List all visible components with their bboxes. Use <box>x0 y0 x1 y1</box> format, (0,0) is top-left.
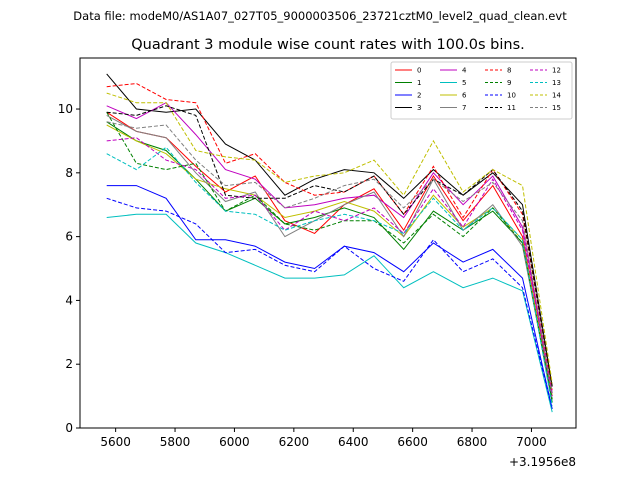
y-axis: 0 2 4 6 8 10 <box>58 102 80 435</box>
x-tick-label: 6400 <box>338 435 369 449</box>
series-line-12 <box>106 137 553 397</box>
x-axis: 5600 5800 6000 6200 6400 6600 6800 7000 <box>100 428 547 449</box>
legend-label-1: 1 <box>417 79 421 87</box>
legend-label-5: 5 <box>462 79 466 87</box>
series-line-6 <box>106 124 553 397</box>
legend-label-2: 2 <box>417 92 421 100</box>
legend-label-11: 11 <box>507 104 516 112</box>
legend-label-15: 15 <box>552 104 561 112</box>
legend-box <box>390 61 573 120</box>
plot-frame <box>79 57 577 429</box>
figure-title: Data file: modeM0/AS1A07_027T05_90000035… <box>73 9 567 23</box>
legend-label-12: 12 <box>552 67 561 75</box>
legend-label-9: 9 <box>507 79 511 87</box>
series-line-9 <box>106 111 553 400</box>
y-tick-label: 4 <box>65 293 73 307</box>
x-tick-label: 6800 <box>457 435 488 449</box>
legend-label-0: 0 <box>417 67 421 75</box>
legend-label-13: 13 <box>552 79 561 87</box>
series-line-7 <box>106 114 553 400</box>
chart-title: Quadrant 3 module wise count rates with … <box>131 37 525 53</box>
y-tick-label: 6 <box>65 230 73 244</box>
x-tick-label: 6000 <box>219 435 250 449</box>
series-layer <box>106 73 553 413</box>
x-tick-label: 7000 <box>516 435 547 449</box>
series-line-11 <box>106 105 553 387</box>
legend-label-7: 7 <box>462 104 466 112</box>
legend-label-4: 4 <box>462 67 467 75</box>
x-tick-label: 5800 <box>160 435 191 449</box>
series-line-2 <box>106 185 553 410</box>
legend-label-3: 3 <box>417 104 421 112</box>
series-line-5 <box>106 213 553 413</box>
series-line-0 <box>106 111 553 397</box>
legend-label-6: 6 <box>462 92 467 100</box>
series-line-3 <box>106 73 553 387</box>
y-tick-label: 2 <box>65 357 73 371</box>
series-line-15 <box>106 121 553 393</box>
x-tick-label: 5600 <box>100 435 131 449</box>
y-tick-label: 8 <box>65 166 73 180</box>
legend-label-8: 8 <box>507 67 511 75</box>
legend-label-14: 14 <box>552 92 561 100</box>
x-offset-label: +3.1956e8 <box>509 455 576 469</box>
x-tick-label: 6600 <box>397 435 428 449</box>
y-tick-label: 0 <box>65 421 73 435</box>
y-tick-label: 10 <box>58 102 73 116</box>
series-line-8 <box>106 82 553 390</box>
x-tick-label: 6200 <box>279 435 310 449</box>
series-line-13 <box>106 146 553 406</box>
series-line-4 <box>106 102 553 393</box>
series-line-10 <box>106 197 553 410</box>
legend-label-10: 10 <box>507 92 516 100</box>
series-line-14 <box>106 92 553 384</box>
